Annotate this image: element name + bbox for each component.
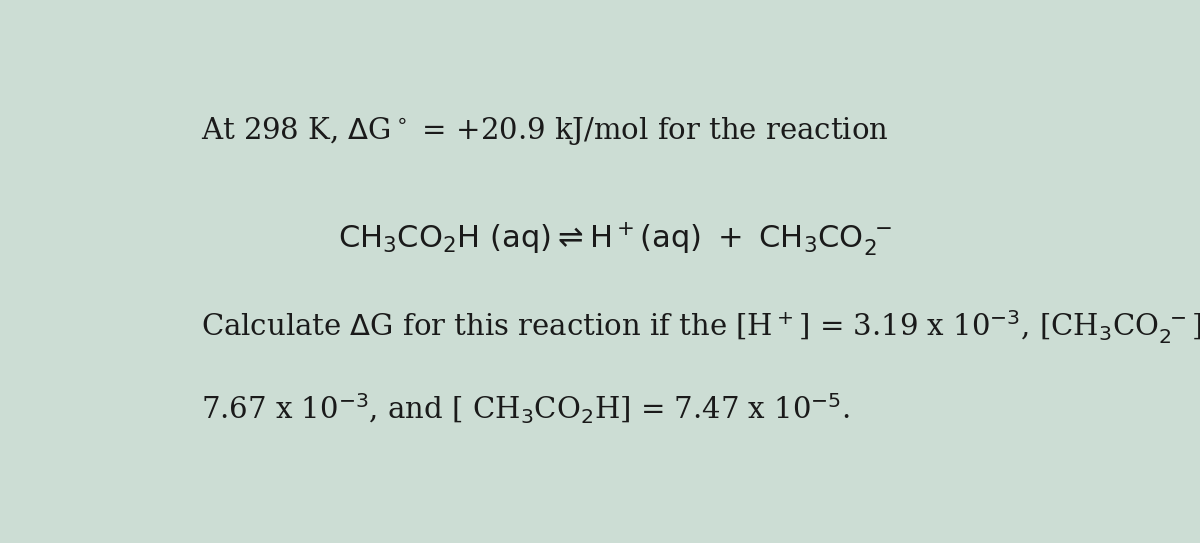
Text: Calculate $\Delta$G for this reaction if the [H$^+$] = 3.19 x 10$^{-3}$, [CH$_3$: Calculate $\Delta$G for this reaction if… [202, 308, 1200, 345]
Text: At 298 K, $\Delta$G$^\circ$ = +20.9 kJ/mol for the reaction: At 298 K, $\Delta$G$^\circ$ = +20.9 kJ/m… [202, 115, 889, 147]
Text: 7.67 x 10$^{-3}$, and [ CH$_3$CO$_2$H] = 7.47 x 10$^{-5}$.: 7.67 x 10$^{-3}$, and [ CH$_3$CO$_2$H] =… [202, 392, 851, 426]
Text: $\mathrm{CH_3CO_2H\ (aq) \rightleftharpoons H^+(aq)\ +\ CH_3CO_2^{\ -}}$: $\mathrm{CH_3CO_2H\ (aq) \rightleftharpo… [338, 220, 892, 257]
